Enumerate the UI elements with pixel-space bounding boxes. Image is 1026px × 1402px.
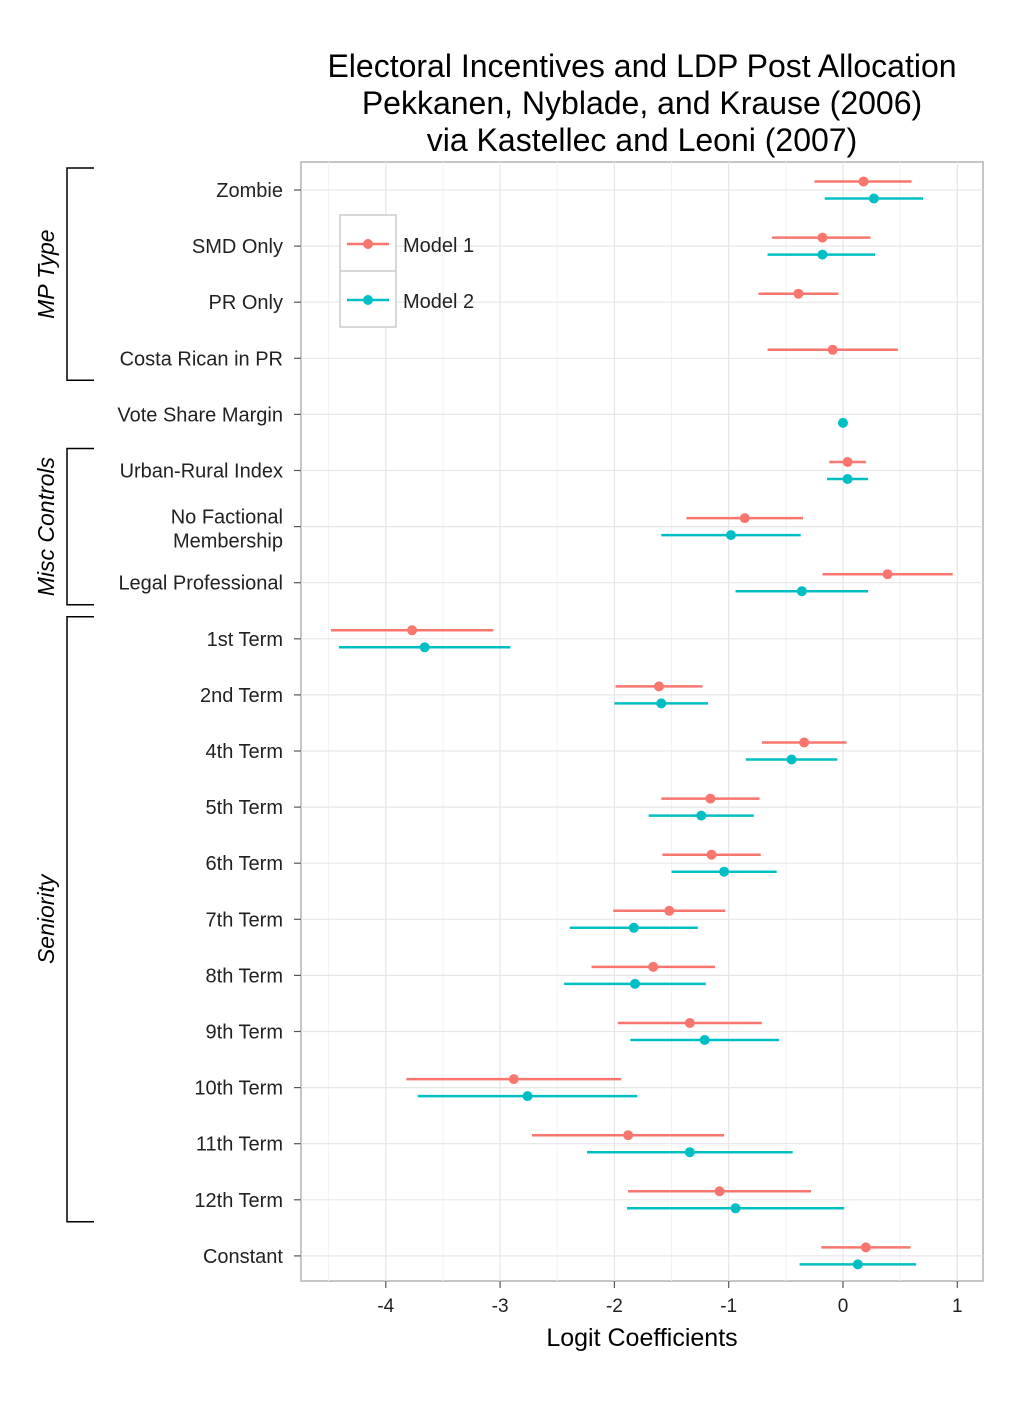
- model-2-5th-term-point: [696, 810, 707, 821]
- row-label-costa-rican-in-pr: Costa Rican in PR: [120, 348, 283, 370]
- model-2-constant-point: [852, 1259, 863, 1270]
- model-1-6th-term-point: [706, 849, 717, 860]
- model-2-8th-term-point: [629, 978, 640, 989]
- model-1-4th-term-point: [799, 737, 810, 748]
- row-label-constant: Constant: [203, 1246, 283, 1268]
- row-label-11th-term: 11th Term: [196, 1134, 283, 1156]
- model-2-7th-term-point: [628, 922, 639, 933]
- row-label-8th-term: 8th Term: [206, 965, 283, 987]
- model-1-8th-term-point: [648, 961, 659, 972]
- plot-panel: [300, 161, 984, 1282]
- series-layer: [330, 176, 953, 1270]
- model-2-9th-term-point: [699, 1035, 710, 1045]
- x-tick-label: -2: [606, 1296, 623, 1317]
- row-label-vote-share-margin: Vote Share Margin: [117, 404, 283, 426]
- model-1-smd-only-point: [817, 232, 828, 243]
- x-tick-label: 0: [838, 1296, 849, 1317]
- row-label-urban-rural-index: Urban-Rural Index: [120, 461, 283, 483]
- x-tick-label: -1: [720, 1296, 737, 1317]
- row-label-12th-term: 12th Term: [194, 1190, 283, 1212]
- x-tick-label: -4: [377, 1296, 394, 1317]
- group-seniority-bracket: [66, 616, 94, 1223]
- model-2-no-factional-membership-point: [725, 530, 736, 541]
- model-2-12th-term-point: [730, 1203, 741, 1214]
- group-mp-type-bracket: [66, 167, 94, 382]
- legend-label-model-2: Model 2: [403, 291, 474, 313]
- row-label-legal-professional: Legal Professional: [118, 573, 283, 595]
- model-1-11th-term-point: [623, 1130, 634, 1141]
- model-1-10th-term-point: [508, 1074, 519, 1085]
- model-2-zombie-point: [868, 193, 879, 204]
- group-seniority-label: Seniority: [33, 873, 59, 964]
- legend-label-model-1: Model 1: [403, 235, 474, 257]
- x-axis-title: Logit Coefficients: [546, 1324, 737, 1352]
- chart-title-line-2: Pekkanen, Nyblade, and Krause (2006): [362, 85, 922, 121]
- row-label-4th-term: 4th Term: [206, 741, 283, 763]
- x-axis-ticks: -4 -3 -2 -1 0 1: [377, 1281, 963, 1317]
- model-1-no-factional-membership-point: [739, 513, 750, 524]
- x-tick-label: 1: [952, 1296, 963, 1317]
- grid-lines: [301, 162, 983, 1281]
- model-1-2nd-term-point: [653, 681, 664, 692]
- model-2-urban-rural-index-point: [842, 474, 853, 484]
- model-2-11th-term-point: [684, 1147, 695, 1158]
- row-label-no-factional-membership-line-1: No Factional: [171, 507, 283, 529]
- model-1-1st-term-point: [407, 625, 418, 636]
- row-label-zombie: Zombie: [216, 180, 283, 202]
- model-2-1st-term-point: [419, 642, 430, 653]
- model-1-pr-only-point: [793, 288, 804, 299]
- row-label-smd-only: SMD Only: [192, 236, 283, 258]
- row-label-10th-term: 10th Term: [194, 1078, 283, 1100]
- row-label-9th-term: 9th Term: [206, 1022, 283, 1044]
- model-2-2nd-term-point: [656, 698, 667, 709]
- legend-key-dot-model-2: [363, 295, 373, 305]
- model-1-zombie-point: [858, 176, 869, 187]
- row-label-1st-term: 1st Term: [207, 629, 283, 651]
- model-1-7th-term-point: [664, 905, 675, 916]
- model-2-10th-term-point: [522, 1091, 533, 1102]
- row-labels: Zombie SMD Only PR Only Costa Rican in PR Vo…: [117, 180, 301, 1268]
- model-1-12th-term-point: [714, 1186, 725, 1197]
- row-label-2nd-term: 2nd Term: [200, 685, 283, 707]
- model-2-6th-term-point: [719, 866, 730, 877]
- model-1-legal-professional-point: [882, 569, 893, 580]
- model-2-4th-term-point: [786, 754, 797, 765]
- chart-title-line-1: Electoral Incentives and LDP Post Alloca…: [327, 48, 956, 84]
- group-mp-type-label: MP Type: [33, 229, 59, 318]
- model-2-legal-professional-point: [796, 586, 807, 597]
- model-2-smd-only-point: [817, 249, 828, 260]
- model-1-costa-rican-in-pr-point: [827, 344, 838, 355]
- model-2-vote-share-margin-point: [838, 417, 848, 428]
- model-1-constant-point: [860, 1242, 871, 1253]
- row-label-7th-term: 7th Term: [206, 909, 283, 931]
- legend-key-dot-model-1: [363, 239, 373, 249]
- model-1-9th-term-point: [684, 1018, 695, 1028]
- group-misc-controls-bracket: [66, 447, 94, 606]
- legend: Model 1 Model 2: [339, 214, 474, 328]
- chart-title-line-3: via Kastellec and Leoni (2007): [427, 122, 858, 158]
- model-1-urban-rural-index-point: [842, 457, 853, 467]
- group-misc-controls-label: Misc Controls: [33, 456, 59, 596]
- row-label-pr-only: PR Only: [209, 292, 283, 314]
- group-brackets: MP Type Misc Controls Seniority: [33, 167, 94, 1223]
- row-label-6th-term: 6th Term: [206, 853, 283, 875]
- x-tick-label: -3: [492, 1296, 509, 1317]
- row-label-5th-term: 5th Term: [206, 797, 283, 819]
- model-1-5th-term-point: [705, 793, 716, 804]
- row-label-no-factional-membership-line-2: Membership: [173, 531, 283, 553]
